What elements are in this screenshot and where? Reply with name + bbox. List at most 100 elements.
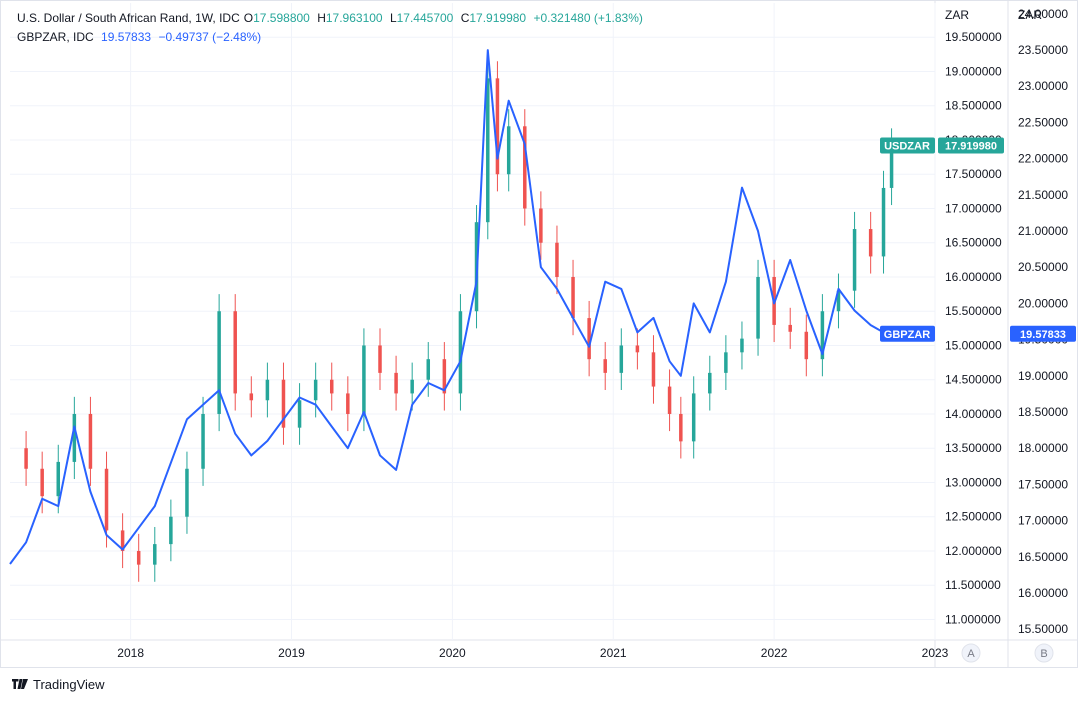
legend-close-label: C	[460, 11, 470, 25]
axis-b-tick-label: 18.00000	[1018, 441, 1068, 455]
scale-a-button-bg	[961, 643, 981, 663]
usdzar-candle[interactable]	[217, 311, 221, 414]
usdzar-candle[interactable]	[539, 208, 543, 243]
usdzar-candle[interactable]	[691, 393, 696, 442]
axis-a-tick-label: 17.000000	[945, 201, 1002, 215]
usdzar-candle[interactable]	[523, 126, 527, 209]
usdzar-candle[interactable]	[346, 393, 350, 414]
usdzar-candle[interactable]	[426, 359, 431, 380]
usdzar-candle[interactable]	[708, 372, 712, 394]
usdzar-candle[interactable]	[740, 338, 744, 353]
legend-low-label: L	[389, 11, 397, 25]
axis-b-tick-label: 16.00000	[1018, 586, 1068, 600]
axis-b-tick-label: 22.00000	[1018, 152, 1068, 166]
usdzar-candle[interactable]	[635, 345, 640, 353]
series-layer[interactable]	[9, 49, 894, 582]
gbpzar-price-badge[interactable]: GBPZAR 19.57833	[880, 325, 1076, 342]
axis-b-tick-label: 22.50000	[1018, 115, 1068, 129]
usdzar-candle[interactable]	[72, 413, 77, 462]
usdzar-candle[interactable]	[378, 345, 382, 373]
usdzar-candle[interactable]	[104, 468, 109, 531]
footer-brand[interactable]: TradingView	[12, 677, 105, 692]
usdzar-candle[interactable]	[667, 386, 672, 414]
axis-a-tick-label: 12.000000	[945, 544, 1002, 558]
usdzar-candle[interactable]	[619, 345, 624, 373]
usdzar-candle[interactable]	[724, 352, 728, 373]
usdzar-price-badge-value: 17.919980	[945, 140, 997, 152]
usdzar-candle[interactable]	[571, 276, 575, 319]
usdzar-candle[interactable]	[362, 345, 366, 414]
legend-row-gbpzar[interactable]: GBPZAR, IDC 19.57833 −0.49737 (−2.48%)	[17, 28, 647, 47]
scale-a-button-label: A	[967, 648, 975, 660]
usdzar-candle[interactable]	[169, 516, 173, 545]
usdzar-candle[interactable]	[281, 379, 286, 428]
usdzar-candle[interactable]	[24, 448, 28, 469]
axis-b-tick-label: 24.00000	[1018, 7, 1068, 21]
axis-a-tick-label: 14.500000	[945, 373, 1002, 387]
usdzar-candle[interactable]	[555, 242, 559, 277]
usdzar-candle[interactable]	[136, 550, 141, 565]
usdzar-candle[interactable]	[458, 311, 463, 394]
legend-gbpzar-symbol: GBPZAR, IDC	[17, 30, 94, 44]
usdzar-candle[interactable]	[313, 379, 318, 401]
usdzar-candle[interactable]	[868, 229, 873, 257]
usdzar-candle[interactable]	[201, 413, 205, 469]
usdzar-candle[interactable]	[394, 372, 398, 394]
usdzar-candle[interactable]	[804, 331, 809, 360]
axis-a-tick-label: 19.500000	[945, 30, 1002, 44]
gbpzar-price-badge-value-bg	[1010, 325, 1076, 342]
usdzar-candle[interactable]	[249, 393, 254, 401]
axis-a-tick-label: 15.000000	[945, 338, 1002, 352]
usdzar-candle[interactable]	[756, 276, 760, 339]
usdzar-candle[interactable]	[56, 461, 61, 497]
scale-a-button[interactable]: A	[961, 643, 981, 663]
axis-b-tick-label: 16.50000	[1018, 550, 1068, 564]
usdzar-candle[interactable]	[329, 379, 334, 394]
usdzar-candle[interactable]	[788, 324, 792, 332]
usdzar-candle[interactable]	[265, 379, 270, 401]
footer-brand-text: TradingView	[33, 677, 105, 692]
usdzar-candle[interactable]	[506, 126, 511, 175]
usdzar-candle[interactable]	[486, 78, 490, 223]
axis-b-tick-label: 17.50000	[1018, 477, 1068, 491]
usdzar-candle[interactable]	[679, 413, 683, 442]
axis-b-tick-label: 23.50000	[1018, 43, 1068, 57]
axis-a-tick-label: 11.000000	[945, 612, 1001, 626]
usdzar-candle[interactable]	[881, 187, 886, 257]
usdzar-candle[interactable]	[442, 359, 447, 394]
usdzar-candle[interactable]	[852, 229, 857, 291]
legend-row-usdzar[interactable]: U.S. Dollar / South African Rand, 1W, ID…	[17, 9, 647, 28]
legend-gbpzar-value: 19.57833	[101, 30, 152, 44]
axis-a-tick-label: 18.500000	[945, 99, 1002, 113]
usdzar-candle[interactable]	[185, 468, 189, 517]
gbpzar-line[interactable]	[9, 49, 892, 565]
usdzar-candle[interactable]	[495, 78, 500, 175]
usdzar-candle[interactable]	[88, 413, 93, 469]
tradingview-logo-icon	[12, 678, 28, 689]
usdzar-candle[interactable]	[40, 468, 44, 497]
x-tick-label: 2023	[922, 646, 949, 660]
usdzar-candle[interactable]	[651, 352, 656, 387]
usdzar-candle[interactable]	[153, 544, 157, 565]
axis-a-tick-label: 11.500000	[945, 578, 1001, 592]
usdzar-candle[interactable]	[889, 145, 894, 188]
legend-close-value: 17.919980	[469, 11, 527, 25]
scale-b-button[interactable]: B	[1034, 643, 1054, 663]
legend-gbpzar-change: −0.49737 (−2.48%)	[158, 30, 262, 44]
usdzar-candle[interactable]	[603, 359, 607, 373]
axis-a-tick-label: 16.500000	[945, 236, 1002, 250]
usdzar-price-badge[interactable]: USDZAR 17.919980	[880, 137, 1004, 154]
usdzar-candle[interactable]	[120, 530, 125, 551]
usdzar-price-badge-label-bg	[880, 137, 935, 154]
usdzar-candle[interactable]	[297, 400, 302, 428]
usdzar-candle[interactable]	[410, 379, 414, 394]
usdzar-candle[interactable]	[233, 311, 237, 394]
legend-usdzar-symbol: U.S. Dollar / South African Rand, 1W, ID…	[17, 11, 240, 25]
usdzar-candle[interactable]	[836, 290, 841, 312]
usdzar-candle[interactable]	[587, 318, 591, 360]
axis-b-tick-label: 20.00000	[1018, 296, 1068, 310]
usdzar-candle[interactable]	[820, 311, 825, 360]
axis-a-tick-label: 15.500000	[945, 304, 1002, 318]
